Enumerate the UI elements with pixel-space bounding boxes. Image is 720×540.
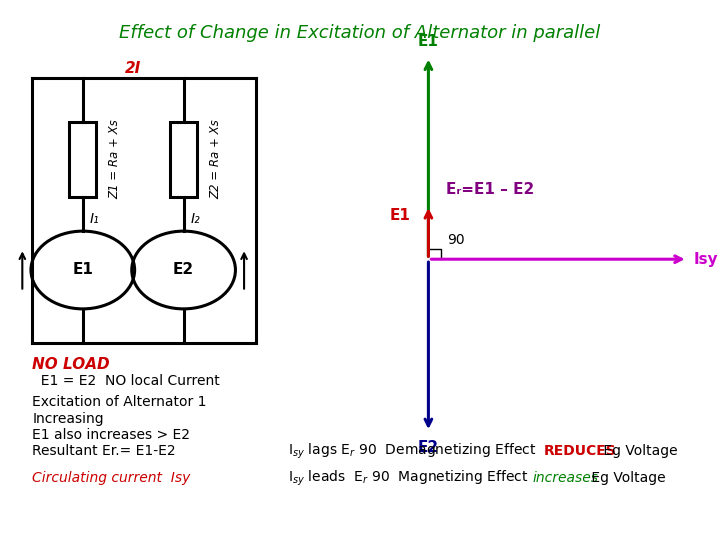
Text: I₁: I₁	[90, 212, 100, 226]
Text: I$_{sy}$ lags E$_r$ 90  Demagnetizing Effect: I$_{sy}$ lags E$_r$ 90 Demagnetizing Eff…	[288, 441, 537, 461]
Text: Isy: Isy	[693, 252, 718, 267]
Text: Eg Voltage: Eg Voltage	[587, 471, 665, 485]
Text: increases: increases	[533, 471, 599, 485]
Text: 2I: 2I	[125, 60, 141, 76]
Bar	[170, 122, 197, 197]
Text: E1: E1	[418, 33, 438, 49]
Text: Eg Voltage: Eg Voltage	[599, 444, 678, 458]
Text: Excitation of Alternator 1: Excitation of Alternator 1	[32, 395, 207, 409]
Text: Circulating current  Isy: Circulating current Isy	[32, 471, 191, 485]
Text: Z2 = Ra + Xs: Z2 = Ra + Xs	[209, 119, 222, 199]
Text: E1: E1	[390, 208, 410, 224]
Text: I₂: I₂	[191, 212, 201, 226]
Text: Resultant Er.= E1-E2: Resultant Er.= E1-E2	[32, 444, 176, 458]
Text: Z1 = Ra + Xs: Z1 = Ra + Xs	[108, 119, 121, 199]
Text: E2: E2	[418, 440, 439, 455]
Text: Eᵣ=E1 – E2: Eᵣ=E1 – E2	[446, 182, 535, 197]
Text: 90: 90	[447, 233, 464, 247]
Text: NO LOAD: NO LOAD	[32, 357, 110, 372]
Text: Increasing: Increasing	[32, 411, 104, 426]
Text: E1 = E2  NO local Current: E1 = E2 NO local Current	[32, 374, 220, 388]
Text: E1 also increases > E2: E1 also increases > E2	[32, 428, 190, 442]
Text: E2: E2	[173, 262, 194, 278]
Text: E1: E1	[73, 262, 93, 278]
Bar	[69, 122, 96, 197]
Text: Effect of Change in Excitation of Alternator in parallel: Effect of Change in Excitation of Altern…	[120, 24, 600, 42]
Text: I$_{sy}$ leads  E$_r$ 90  Magnetizing Effect: I$_{sy}$ leads E$_r$ 90 Magnetizing Effe…	[288, 468, 529, 488]
Text: REDUCES: REDUCES	[544, 444, 616, 458]
